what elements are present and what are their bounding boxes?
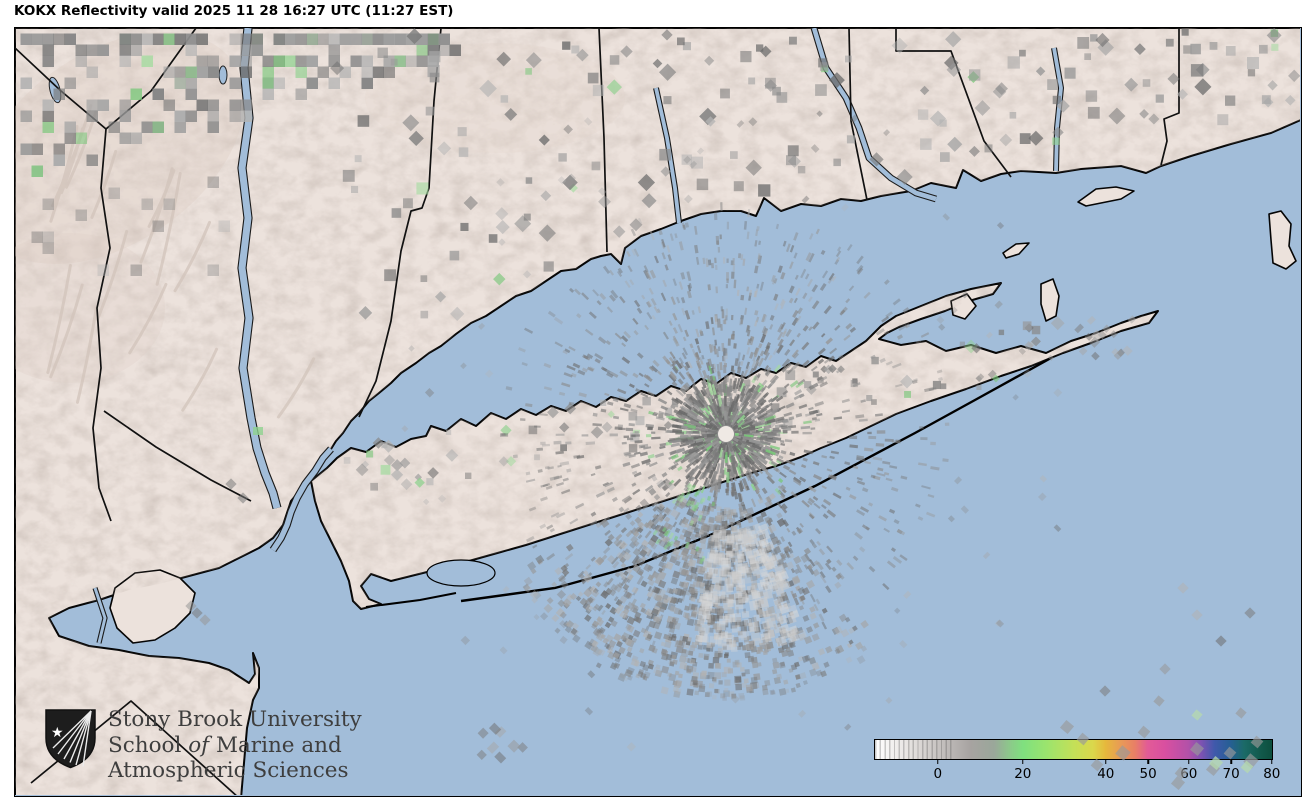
colorbar-tick-label: 80 [1263, 766, 1281, 782]
colorbar-tick-label: 40 [1097, 766, 1115, 782]
colorbar-stripes [875, 740, 953, 759]
university-shield-icon: ★ [45, 709, 96, 769]
colorbar-gradient [875, 740, 1272, 759]
colorbar-tick-mark [1105, 759, 1107, 764]
colorbar-tick-label: 60 [1180, 766, 1198, 782]
map-canvas [15, 28, 1300, 795]
logo-line-3: Atmospheric Sciences [108, 758, 349, 783]
colorbar-tick-mark [1188, 759, 1190, 764]
colorbar-tick-mark [1230, 759, 1232, 764]
map-frame: 0 20 40 50 60 70 80 ★ Stony Brook Univer… [14, 27, 1302, 797]
colorbar-tick-label: 50 [1139, 766, 1157, 782]
radar-site-marker [717, 425, 735, 443]
colorbar-tick-label: 0 [933, 766, 943, 782]
colorbar-tick-mark [937, 759, 939, 764]
colorbar-labels: 0 20 40 50 60 70 80 [874, 766, 1281, 784]
colorbar-ticks [874, 759, 1273, 765]
logo-text: Stony Brook University School of Marine … [108, 707, 362, 784]
logo-line-2: School of Marine and [108, 732, 342, 758]
colorbar-tick-label: 20 [1014, 766, 1032, 782]
colorbar-tick-mark [1271, 759, 1273, 764]
logo-line-1: Stony Brook University [108, 707, 362, 732]
colorbar-tick-label: 70 [1222, 766, 1240, 782]
colorbar-tick-mark [1022, 759, 1024, 764]
reflectivity-colorbar [874, 739, 1273, 760]
stonybrook-logo: ★ Stony Brook University School of Marin… [43, 707, 362, 784]
colorbar-tick-mark [1147, 759, 1149, 764]
page-title: KOKX Reflectivity valid 2025 11 28 16:27… [14, 3, 454, 19]
